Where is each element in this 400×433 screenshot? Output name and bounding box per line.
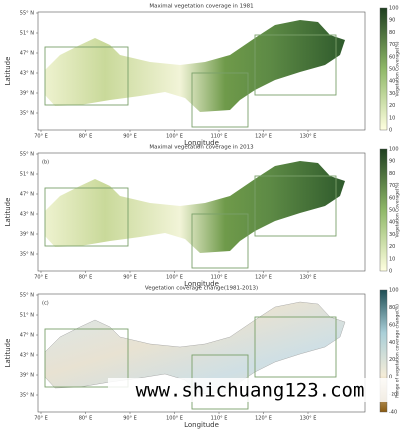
colorbar-tick-label: 90	[389, 18, 395, 24]
lat-tick-label: 55° N	[20, 293, 34, 299]
lon-tick-label: 90° E	[123, 416, 137, 422]
lon-tick-label: 80° E	[79, 416, 93, 422]
watermark: www.shichuang123.com	[136, 380, 365, 402]
colorbar-tick-label: 100	[389, 288, 399, 294]
colorbar-tick-label: 40	[389, 340, 395, 346]
lat-tick-label: 35° N	[20, 111, 34, 117]
lon-tick-label: 130° E	[300, 134, 317, 140]
colorbar-tick-label: 20	[389, 357, 395, 363]
panel-title: Maximal vegetation coverage in 1981	[149, 4, 253, 10]
lat-tick-label: 47° N	[20, 192, 34, 198]
colorbar-tick-label: 10	[389, 256, 395, 262]
map-panel: Maximal vegetation coverage in 2013 (b) 70…	[4, 145, 400, 289]
colorbar-tick-label: 20	[389, 244, 395, 250]
colorbar-tick-label: 60	[389, 54, 395, 60]
lon-tick-label: 100° E	[166, 275, 183, 281]
colorbar	[380, 8, 387, 130]
colorbar-tick-label: -40	[389, 410, 397, 416]
lon-tick-label: 80° E	[79, 134, 93, 140]
y-axis-title: Latitude	[4, 339, 12, 368]
colorbar-tick-label: 0	[389, 269, 392, 275]
colorbar-tick-label: 40	[389, 220, 395, 226]
lon-tick-label: 130° E	[300, 275, 317, 281]
lat-tick-label: 47° N	[20, 333, 34, 339]
colorbar-title: Vegetation Coverage(%)	[395, 41, 400, 96]
colorbar-tick-label: 30	[389, 91, 395, 97]
colorbar-tick-label: 60	[389, 195, 395, 201]
lon-tick-label: 100° E	[166, 416, 183, 422]
colorbar-tick-label: 50	[389, 67, 395, 73]
colorbar-tick-label: 30	[389, 232, 395, 238]
lat-tick-label: 39° N	[20, 91, 34, 97]
y-axis-title: Latitude	[4, 57, 12, 86]
lon-tick-label: 80° E	[79, 275, 93, 281]
lon-tick-label: 120° E	[255, 416, 272, 422]
colorbar-tick-label: 60	[389, 322, 395, 328]
colorbar-tick-label: 40	[389, 79, 395, 85]
lon-tick-label: 120° E	[255, 275, 272, 281]
colorbar-tick-label: 70	[389, 42, 395, 48]
panel-label: (c)	[42, 301, 49, 307]
lon-tick-label: 130° E	[300, 416, 317, 422]
colorbar-tick-label: 80	[389, 30, 395, 36]
lon-tick-label: 90° E	[123, 275, 137, 281]
lon-tick-label: 90° E	[123, 134, 137, 140]
colorbar-title: Vegetation Coverage(%)	[395, 182, 400, 237]
lat-tick-label: 55° N	[20, 11, 34, 17]
lon-tick-label: 70° E	[34, 134, 48, 140]
panel-title: Vegetation coverage change(1981-2013)	[145, 286, 258, 292]
x-axis-title: Longitude	[184, 421, 219, 429]
lat-tick-label: 43° N	[20, 353, 34, 359]
lat-tick-label: 43° N	[20, 212, 34, 218]
colorbar-tick-label: 70	[389, 183, 395, 189]
colorbar-tick-label: 50	[389, 208, 395, 214]
colorbar-tick-label: 90	[389, 159, 395, 165]
panel-title: Maximal vegetation coverage in 2013	[149, 145, 254, 151]
lat-tick-label: 39° N	[20, 373, 34, 379]
colorbar-tick-label: 20	[389, 103, 395, 109]
lat-tick-label: 47° N	[20, 51, 34, 57]
lat-tick-label: 43° N	[20, 71, 34, 77]
lon-tick-label: 70° E	[34, 275, 48, 281]
colorbar-tick-label: 100	[389, 6, 399, 12]
map-panel: Maximal vegetation coverage in 1981 70° E…	[4, 4, 400, 148]
lat-tick-label: 51° N	[20, 172, 34, 178]
lat-tick-label: 55° N	[20, 152, 34, 158]
map-panel: Vegetation coverage change(1981-2013) (c)…	[4, 286, 400, 430]
colorbar-tick-label: 100	[389, 147, 399, 153]
colorbar-tick-label: 10	[389, 115, 395, 121]
lat-tick-label: 51° N	[20, 313, 34, 319]
y-axis-title: Latitude	[4, 198, 12, 227]
lon-tick-label: 100° E	[166, 134, 183, 140]
colorbar-title: Range of vegetation coverage change(%)	[395, 304, 400, 398]
lat-tick-label: 35° N	[20, 393, 34, 399]
lat-tick-label: 35° N	[20, 252, 34, 258]
colorbar-tick-label: 80	[389, 171, 395, 177]
lat-tick-label: 51° N	[20, 31, 34, 37]
colorbar-tick-label: 80	[389, 305, 395, 311]
lon-tick-label: 70° E	[34, 416, 48, 422]
colorbar-tick-label: 0	[389, 128, 392, 134]
colorbar	[380, 149, 387, 271]
lat-tick-label: 39° N	[20, 232, 34, 238]
lon-tick-label: 120° E	[255, 134, 272, 140]
panel-label: (b)	[42, 160, 49, 166]
